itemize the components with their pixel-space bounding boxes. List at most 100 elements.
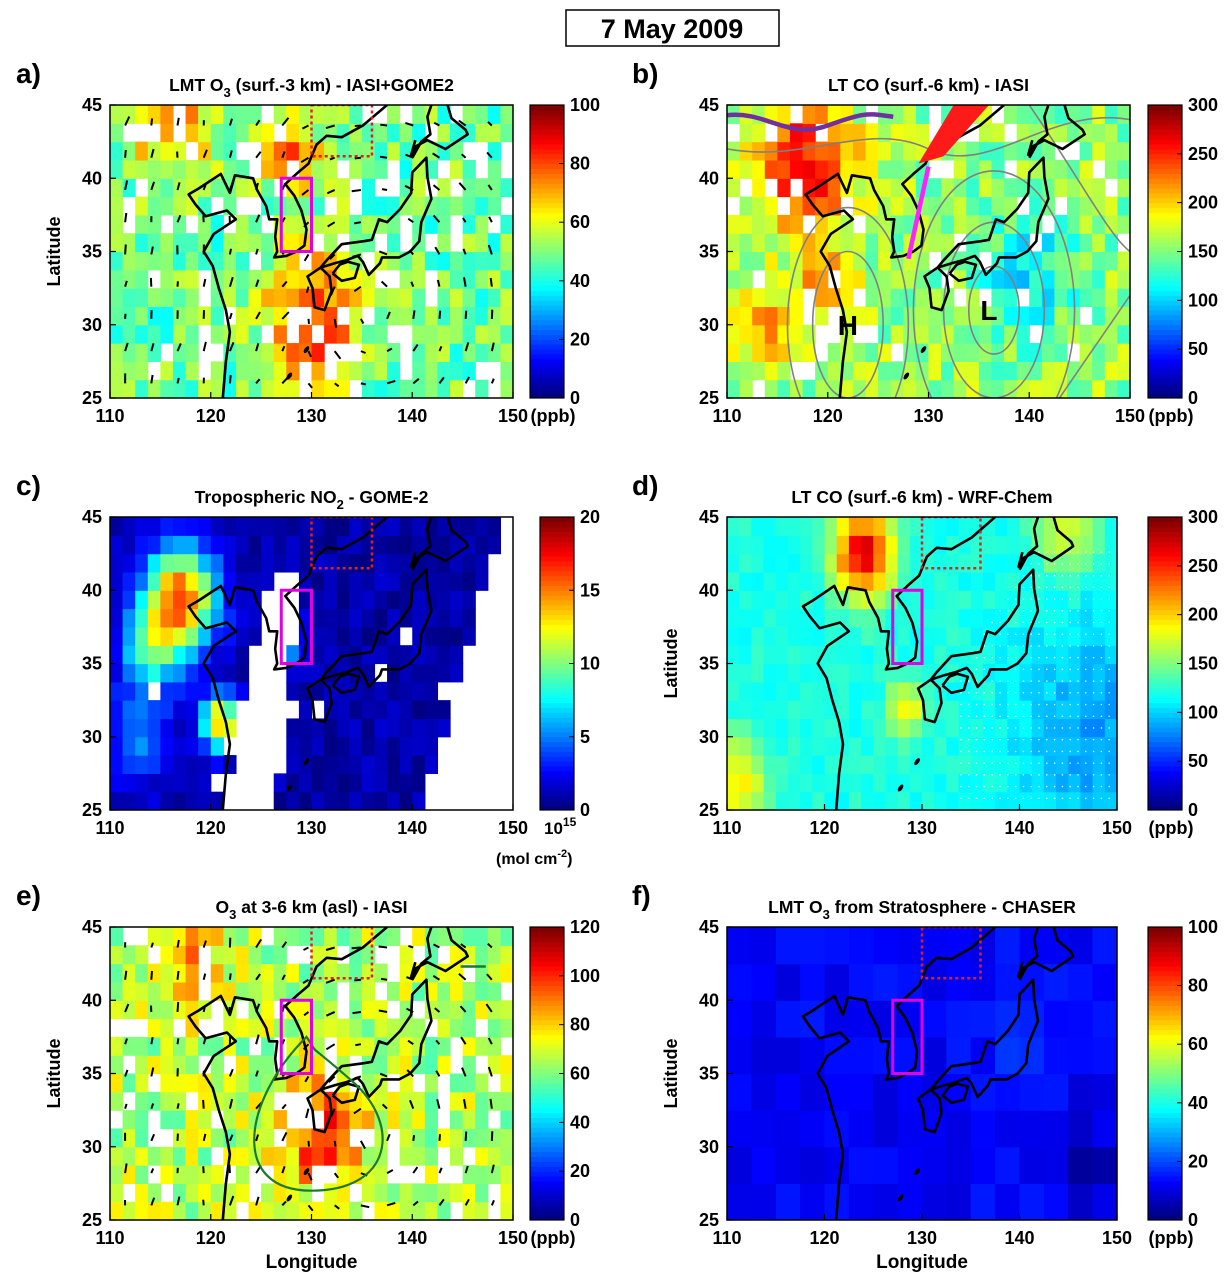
heatmap-cell (1043, 553, 1057, 573)
stipple-dot (1085, 762, 1087, 764)
heatmap-cell (160, 700, 174, 720)
y-tick-label: 30 (82, 1137, 102, 1157)
heatmap-cell (198, 571, 212, 591)
heatmap-cell (361, 981, 376, 1001)
heatmap-cell (739, 379, 753, 398)
heatmap-cell (185, 105, 199, 124)
heatmap-cell (946, 626, 960, 646)
heatmap-cell (727, 535, 740, 555)
colorbar-segment (1148, 197, 1182, 204)
wind-arrow (255, 1003, 261, 1013)
heatmap-cell (1068, 755, 1082, 774)
heatmap-cell (437, 1128, 451, 1148)
heatmap-cell (946, 1183, 972, 1220)
heatmap-cell (235, 379, 250, 398)
wind-arrow (486, 151, 493, 159)
colorbar-segment (530, 217, 564, 223)
heatmap-cell (752, 288, 766, 308)
heatmap-cell (848, 791, 862, 810)
stipple-dot (999, 715, 1001, 718)
x-tick-label: 120 (813, 406, 843, 426)
heatmap-cell (1117, 123, 1130, 143)
wind-arrow (432, 214, 441, 223)
heatmap-cell (273, 791, 287, 810)
heatmap-cell (836, 571, 850, 591)
coastline (1017, 517, 1075, 569)
heatmap-cell (399, 571, 413, 591)
heatmap-cell (1004, 324, 1018, 344)
heatmap-cell (727, 1000, 752, 1038)
heatmap-cell (764, 159, 778, 179)
heatmap-cell (1029, 288, 1043, 308)
wind-vectors (124, 937, 495, 1212)
heatmap-cell (966, 196, 980, 216)
wind-arrow (462, 217, 467, 223)
x-tick-label: 130 (296, 1228, 326, 1248)
heatmap-cell (1092, 1000, 1117, 1038)
colorbar-segment (530, 1215, 564, 1221)
heatmap-cell (172, 773, 187, 793)
heatmap-cell (763, 535, 777, 555)
heatmap-cell (1104, 791, 1117, 810)
heatmap-cell (437, 324, 451, 344)
heatmap-cell (311, 571, 325, 591)
heatmap-cell (475, 343, 489, 362)
wind-arrow (325, 124, 335, 130)
heatmap-cell (223, 963, 237, 983)
heatmap-cell (437, 517, 451, 536)
heatmap-cell (752, 159, 766, 179)
heatmap-cell (934, 571, 947, 591)
heatmap-cell (349, 963, 363, 983)
colorbar-segment (530, 1034, 564, 1040)
wind-arrow (438, 310, 442, 319)
heatmap-cell (450, 981, 464, 1001)
heatmap-cell (462, 1165, 476, 1184)
heatmap-cell (978, 306, 993, 326)
stipple-dot (1053, 563, 1056, 565)
heatmap-cell (185, 681, 199, 701)
heatmap-cell (412, 105, 426, 124)
heatmap-cell (374, 1055, 388, 1075)
stipple-dot (991, 645, 993, 647)
panel-letter: d) (632, 470, 658, 501)
heatmap-cell (953, 379, 967, 398)
heatmap-cell (122, 1165, 136, 1184)
heatmap-cell (824, 791, 838, 810)
heatmap-cell (235, 535, 250, 555)
heatmap-cell (437, 269, 451, 289)
colorbar-segment (1148, 1044, 1182, 1050)
heatmap-cell (751, 1146, 777, 1184)
contour-line (1058, 294, 1130, 398)
wind-arrow (486, 973, 493, 981)
heatmap-cell (775, 736, 789, 756)
colorbar-segment (530, 1039, 564, 1045)
heatmap-cell (1080, 645, 1094, 665)
stipple-dot (1092, 762, 1095, 764)
heatmap-cell (210, 517, 224, 536)
heatmap-cell (800, 608, 813, 628)
colorbar-segment (1148, 183, 1182, 189)
heatmap-cell (374, 324, 388, 344)
x-tick-label: 150 (498, 1228, 528, 1248)
heatmap-cell (273, 324, 287, 344)
heatmap-cell (775, 681, 789, 701)
heatmap-cell (909, 590, 923, 610)
heatmap-cell (261, 159, 275, 179)
wind-arrow (352, 1010, 362, 1015)
heatmap-cell (135, 700, 149, 720)
heatmap-cell (991, 178, 1005, 198)
heatmap-cell (827, 379, 841, 398)
panel-title-part: - GOME-2 (344, 487, 429, 507)
heatmap-cell (324, 159, 338, 179)
heatmap-cell (412, 681, 426, 701)
heatmap-cell (424, 736, 439, 756)
wind-arrow (360, 1204, 370, 1209)
stipple-dot (1046, 668, 1048, 671)
colorbar-tick-label: 60 (1188, 1034, 1208, 1054)
heatmap-cell (399, 178, 413, 198)
colorbar-segment (530, 1058, 564, 1065)
heatmap-cell (286, 1036, 300, 1056)
heatmap-cell (261, 233, 275, 253)
wind-arrow (487, 942, 493, 949)
